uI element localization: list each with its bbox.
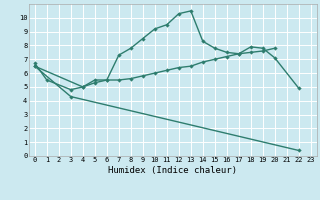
X-axis label: Humidex (Indice chaleur): Humidex (Indice chaleur) — [108, 166, 237, 175]
